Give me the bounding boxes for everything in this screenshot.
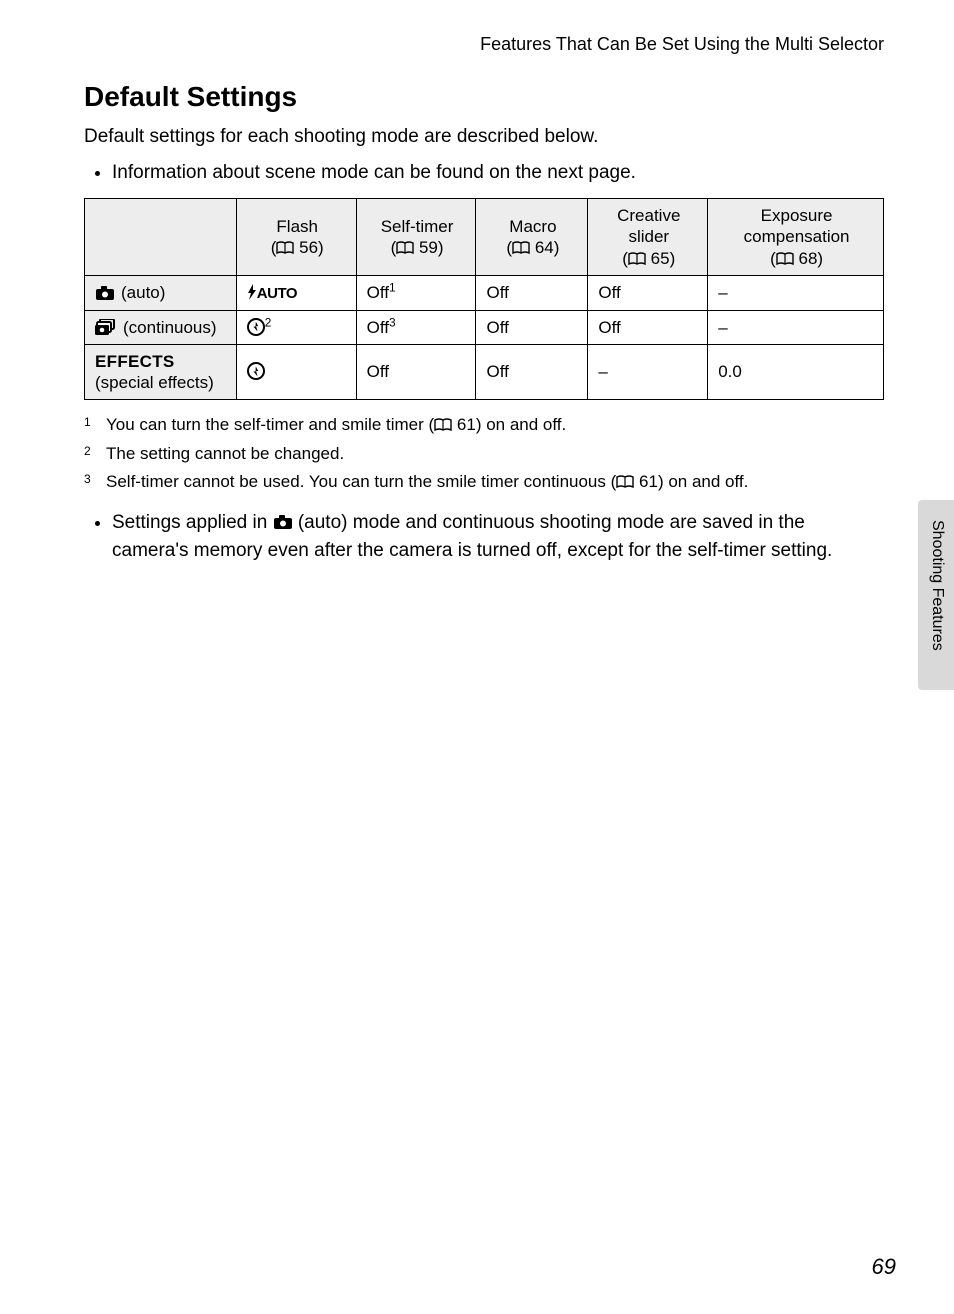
col-header-timer-page: 59 [419, 238, 438, 257]
footnote-text-after: ) on and off. [658, 472, 748, 491]
col-header-flash: Flash ( 56) [236, 199, 356, 276]
col-header-exp: Exposure compensation ( 68) [708, 199, 884, 276]
cell-eff-flash [236, 344, 356, 400]
cell-text: Off [367, 283, 389, 302]
table-header-row: Flash ( 56) Self-timer ( 59) Macro ( 64) [85, 199, 884, 276]
footnote-text-before: Self-timer cannot be used. You can turn … [106, 472, 616, 491]
note-bullet-1: Settings applied in (auto) mode and cont… [112, 509, 884, 564]
col-header-slider: Creative slider ( 65) [588, 199, 708, 276]
table-row: (continuous) 2 Off3 Off Off – [85, 310, 884, 344]
row-mode-auto: (auto) [85, 275, 237, 310]
footnotes: 1 You can turn the self-timer and smile … [84, 412, 884, 495]
cell-eff-slider: – [588, 344, 708, 400]
cell-auto-flash: AUTO [236, 275, 356, 310]
default-settings-table: Flash ( 56) Self-timer ( 59) Macro ( 64) [84, 198, 884, 400]
row-mode-auto-label: (auto) [121, 282, 165, 303]
col-header-flash-page: 56 [299, 238, 318, 257]
book-icon [776, 252, 794, 266]
footnote-text: Self-timer cannot be used. You can turn … [106, 469, 748, 495]
intro-bullets: Information about scene mode can be foun… [84, 159, 884, 187]
col-header-exp-page: 68 [799, 249, 818, 268]
book-icon [616, 475, 634, 489]
cell-auto-exp: – [708, 275, 884, 310]
cell-cont-exp: – [708, 310, 884, 344]
footnote-2: 2 The setting cannot be changed. [84, 441, 884, 467]
continuous-icon [95, 319, 117, 335]
col-header-macro: Macro ( 64) [476, 199, 588, 276]
col-header-macro-label: Macro [509, 216, 556, 237]
footnote-3: 3 Self-timer cannot be used. You can tur… [84, 469, 884, 495]
book-icon [396, 241, 414, 255]
manual-page: Features That Can Be Set Using the Multi… [0, 0, 954, 1314]
auto-flash-text: AUTO [257, 285, 297, 302]
row-mode-effects: EFFECTS (special effects) [85, 344, 237, 400]
page-number: 69 [872, 1254, 896, 1280]
footnote-ref: 1 [389, 280, 396, 294]
book-icon [276, 241, 294, 255]
cell-cont-macro: Off [476, 310, 588, 344]
flash-bolt-icon [247, 284, 257, 300]
col-header-flash-label: Flash [276, 216, 318, 237]
cell-auto-slider: Off [588, 275, 708, 310]
row-mode-continuous: (continuous) [85, 310, 237, 344]
footnote-1: 1 You can turn the self-timer and smile … [84, 412, 884, 438]
footnote-ref: 3 [389, 315, 396, 329]
book-icon [434, 418, 452, 432]
col-header-slider-page: 65 [651, 249, 670, 268]
cell-eff-macro: Off [476, 344, 588, 400]
footnote-text: You can turn the self-timer and smile ti… [106, 412, 566, 438]
row-mode-effects-label: (special effects) [95, 373, 214, 392]
col-header-timer: Self-timer ( 59) [356, 199, 476, 276]
footnote-num: 2 [84, 441, 96, 467]
col-header-macro-page: 64 [535, 238, 554, 257]
intro-bullet-1: Information about scene mode can be foun… [112, 159, 884, 187]
flash-off-icon [247, 362, 265, 380]
effects-label-icon: EFFECTS [95, 352, 175, 371]
col-header-timer-label: Self-timer [381, 216, 454, 237]
note-text-before: Settings applied in [112, 512, 273, 533]
footnote-page-ref: 61 [639, 472, 658, 491]
cell-cont-timer: Off3 [356, 310, 476, 344]
book-icon [512, 241, 530, 255]
col-header-exp-label: Exposure compensation [718, 205, 875, 248]
camera-icon [95, 285, 115, 301]
cell-auto-timer: Off1 [356, 275, 476, 310]
side-section-label: Shooting Features [928, 520, 946, 651]
cell-auto-macro: Off [476, 275, 588, 310]
footnote-text-after: ) on and off. [476, 415, 566, 434]
running-header: Features That Can Be Set Using the Multi… [84, 34, 884, 55]
table-row: (auto) AUTO Off1 Off Off – [85, 275, 884, 310]
camera-icon [273, 514, 293, 530]
cell-text: Off [367, 318, 389, 337]
section-title: Default Settings [84, 81, 884, 113]
footnote-num: 1 [84, 412, 96, 438]
col-header-slider-label: Creative slider [598, 205, 699, 248]
footnote-page-ref: 61 [457, 415, 476, 434]
book-icon [628, 252, 646, 266]
note-bullets: Settings applied in (auto) mode and cont… [84, 509, 884, 564]
cell-eff-exp: 0.0 [708, 344, 884, 400]
cell-cont-flash: 2 [236, 310, 356, 344]
footnote-num: 3 [84, 469, 96, 495]
cell-cont-slider: Off [588, 310, 708, 344]
section-intro: Default settings for each shooting mode … [84, 123, 884, 151]
footnote-ref: 2 [265, 315, 272, 329]
footnote-text: The setting cannot be changed. [106, 441, 344, 467]
footnote-text-before: You can turn the self-timer and smile ti… [106, 415, 434, 434]
auto-flash-icon: AUTO [247, 284, 297, 304]
row-mode-continuous-label: (continuous) [123, 317, 217, 338]
table-header-blank [85, 199, 237, 276]
flash-off-icon [247, 318, 265, 336]
table-row: EFFECTS (special effects) Off Off – 0.0 [85, 344, 884, 400]
cell-eff-timer: Off [356, 344, 476, 400]
